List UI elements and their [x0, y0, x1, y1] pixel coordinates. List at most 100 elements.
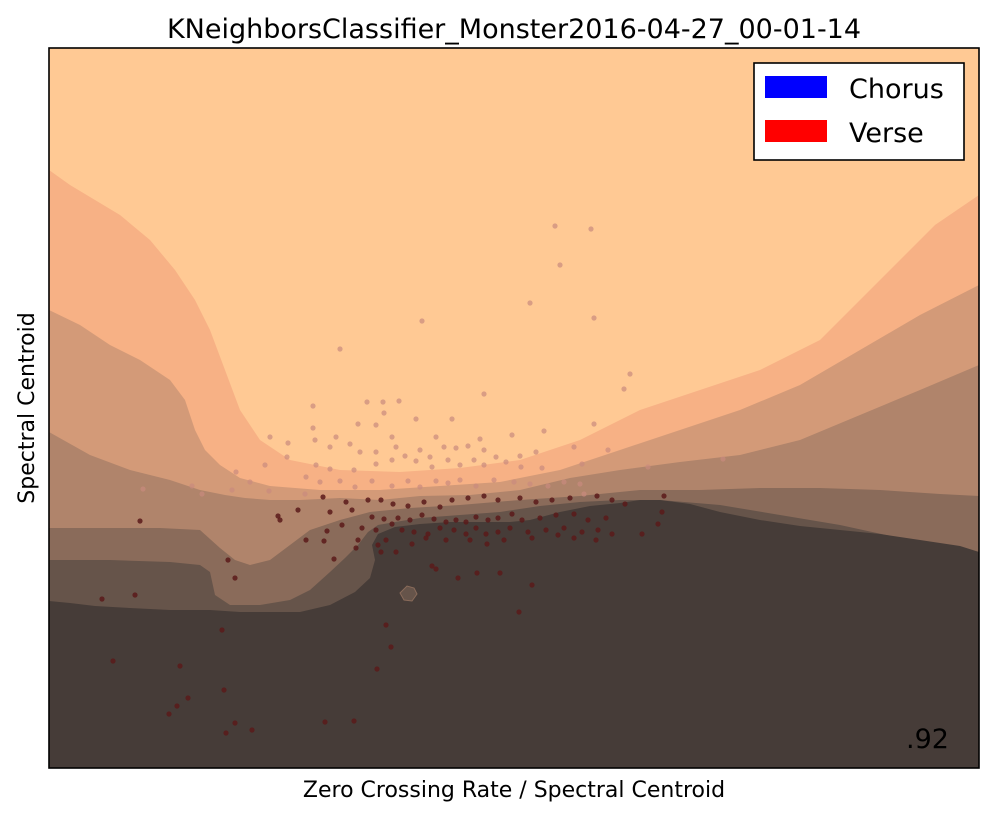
data-point: [437, 525, 443, 531]
data-point: [369, 478, 375, 484]
data-point: [313, 462, 319, 468]
data-point: [275, 513, 281, 519]
data-point: [495, 529, 501, 535]
data-point: [429, 563, 435, 569]
data-point: [177, 663, 183, 669]
data-point: [99, 596, 105, 602]
data-point: [365, 497, 371, 503]
data-point: [174, 703, 180, 709]
data-point: [495, 497, 501, 503]
data-point: [373, 461, 379, 467]
data-point: [327, 509, 333, 515]
data-point: [417, 484, 423, 490]
data-point: [445, 457, 451, 463]
data-point: [393, 549, 399, 555]
data-point: [355, 537, 361, 543]
data-point: [373, 527, 379, 533]
data-point: [277, 517, 283, 523]
data-point: [555, 532, 561, 538]
data-point: [284, 454, 290, 460]
data-point: [303, 474, 309, 480]
data-point: [389, 457, 395, 463]
data-point: [353, 545, 359, 551]
data-point: [389, 434, 395, 440]
data-point: [533, 499, 539, 505]
data-point: [110, 658, 116, 664]
data-point: [537, 515, 543, 521]
data-point: [312, 437, 318, 443]
data-point: [390, 501, 396, 507]
data-point: [409, 541, 415, 547]
data-point: [591, 315, 597, 321]
data-point: [327, 444, 333, 450]
data-point: [485, 517, 491, 523]
data-point: [378, 497, 384, 503]
data-point: [517, 495, 523, 501]
data-point: [383, 537, 389, 543]
data-point: [594, 493, 600, 499]
data-point: [405, 478, 411, 484]
data-point: [467, 537, 473, 543]
data-point: [351, 467, 357, 473]
decision-region-island: [399, 585, 418, 602]
data-point: [433, 478, 439, 484]
data-point: [393, 444, 399, 450]
data-point: [427, 454, 433, 460]
data-point: [343, 499, 349, 505]
data-point: [443, 537, 449, 543]
data-point: [529, 535, 535, 541]
data-point: [507, 525, 513, 531]
data-point: [484, 541, 490, 547]
data-point: [199, 491, 205, 497]
data-point: [518, 464, 524, 470]
data-point: [477, 436, 483, 442]
data-point: [639, 531, 645, 537]
data-point: [349, 507, 355, 513]
data-point: [571, 444, 577, 450]
data-point: [337, 346, 343, 352]
data-point: [320, 494, 326, 500]
data-point: [465, 495, 471, 501]
data-point: [419, 318, 425, 324]
data-point: [317, 479, 323, 485]
data-point: [373, 449, 379, 455]
data-point: [557, 262, 563, 268]
data-point: [593, 537, 599, 543]
data-point: [357, 449, 363, 455]
x-axis-label: Zero Crossing Rate / Spectral Centroid: [303, 778, 725, 803]
data-point: [449, 416, 455, 422]
data-point: [333, 434, 339, 440]
data-point: [527, 481, 533, 487]
data-point: [463, 531, 469, 537]
data-point: [501, 537, 507, 543]
data-point: [337, 478, 343, 484]
data-point: [437, 504, 443, 510]
data-point: [561, 525, 567, 531]
data-point: [327, 466, 333, 472]
data-point: [375, 542, 381, 548]
data-point: [381, 410, 387, 416]
data-point: [267, 434, 273, 440]
data-point: [579, 529, 585, 535]
data-point: [364, 399, 370, 405]
data-point: [453, 445, 459, 451]
data-point: [389, 521, 395, 527]
data-point: [527, 300, 533, 306]
data-point: [509, 511, 515, 517]
data-point: [511, 479, 517, 485]
data-point: [627, 371, 633, 377]
data-point: [380, 399, 386, 405]
data-point: [310, 425, 316, 431]
data-point: [457, 462, 463, 468]
data-point: [405, 503, 411, 509]
data-point: [402, 453, 408, 459]
data-point: [567, 495, 573, 501]
data-point: [609, 531, 615, 537]
data-point: [539, 465, 545, 471]
data-point: [266, 488, 272, 494]
y-axis-label: Spectral Centroid: [15, 312, 40, 503]
accuracy-score: .92: [906, 724, 949, 755]
data-point: [609, 497, 615, 503]
data-point: [388, 644, 394, 650]
data-point: [262, 462, 268, 468]
